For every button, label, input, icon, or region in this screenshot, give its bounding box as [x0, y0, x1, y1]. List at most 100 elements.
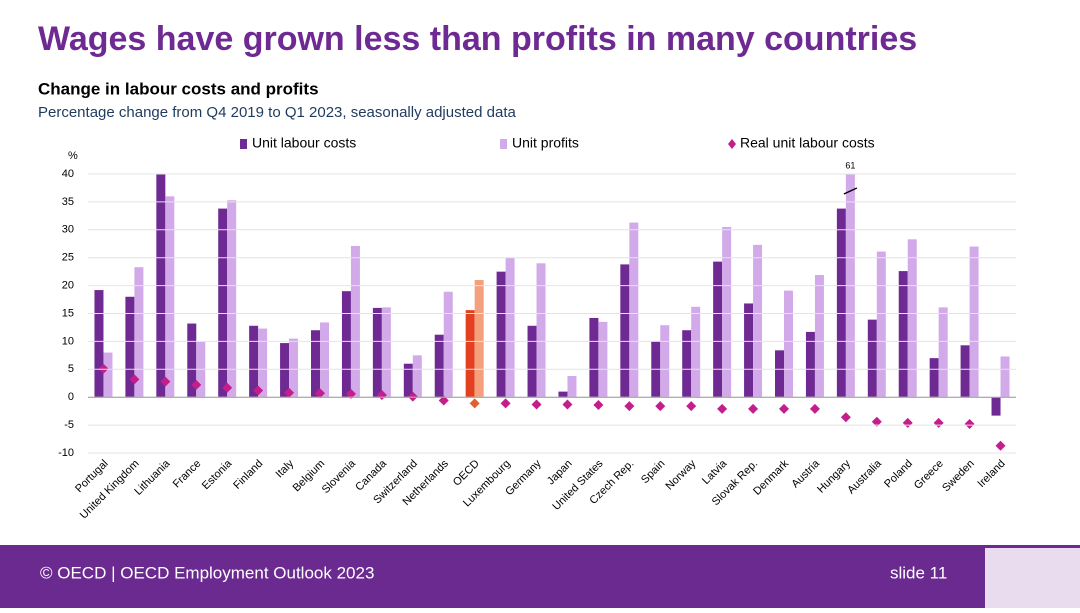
y-tick-label: 10: [62, 335, 74, 347]
bar: [218, 208, 228, 398]
bar: [775, 350, 784, 398]
bar: [372, 307, 382, 398]
x-tick-label: Poland: [882, 458, 915, 491]
diamond: [840, 412, 851, 423]
bar: [929, 358, 939, 398]
diamond: [593, 400, 604, 411]
diamond: [871, 416, 882, 427]
diamond: [933, 417, 944, 428]
diamond: [407, 391, 418, 402]
bar: [103, 352, 113, 398]
bar: [620, 264, 630, 398]
x-tick-label: France: [171, 458, 204, 491]
diamond: [748, 403, 759, 414]
y-tick-label: 40: [62, 168, 74, 180]
bar: [94, 290, 104, 398]
bar: [320, 322, 329, 398]
bar: [187, 323, 197, 398]
diamond: [284, 387, 295, 398]
x-tick-label: Japan: [545, 458, 575, 488]
bar: [784, 290, 793, 398]
bar: [536, 263, 546, 398]
bar: [814, 274, 824, 398]
x-tick-label: Latvia: [700, 457, 730, 487]
diamond: [438, 395, 449, 406]
x-tick-label: Slovenia: [320, 457, 359, 496]
bar: [991, 397, 1001, 416]
bar: [134, 267, 144, 398]
y-tick-label: -10: [58, 447, 74, 459]
bar: [753, 244, 763, 398]
x-tick-label: Estonia: [200, 457, 235, 492]
y-tick-label: 0: [68, 391, 74, 403]
diamond: [995, 440, 1006, 451]
bar: [691, 306, 701, 398]
plot-area: [94, 174, 1010, 451]
y-tick-label: 35: [62, 196, 74, 208]
bar: [938, 307, 948, 398]
y-axis-label: %: [68, 150, 78, 162]
diamond: [686, 401, 697, 412]
bar: [280, 343, 290, 398]
bar: [505, 257, 515, 398]
bar: [867, 319, 877, 398]
footer-band: [0, 545, 1080, 608]
y-tick-label: 30: [62, 224, 74, 236]
bar: [125, 296, 135, 398]
legend-swatch: [728, 139, 736, 149]
diamond: [500, 398, 511, 409]
bar: [589, 317, 599, 398]
bar: [876, 251, 886, 398]
bar: [350, 245, 360, 398]
bar: [381, 307, 391, 398]
bar: [744, 303, 754, 398]
x-tick-label: Finland: [231, 458, 265, 492]
y-tick-label: 15: [62, 307, 74, 319]
diamond: [253, 385, 264, 396]
bar: [805, 331, 815, 398]
bar: [249, 325, 259, 398]
bar: [311, 330, 320, 398]
bar: [558, 391, 568, 398]
bar: [443, 291, 453, 398]
diamond: [562, 399, 573, 410]
bar: [165, 196, 175, 398]
bar: [907, 239, 917, 398]
y-tick-label: -5: [64, 419, 74, 431]
bar: [722, 227, 732, 398]
legend-label: Unit labour costs: [252, 135, 356, 151]
bar: [1000, 356, 1010, 398]
bar: [227, 200, 237, 398]
diamond: [469, 398, 480, 409]
bar: [660, 325, 670, 398]
diamond: [964, 418, 975, 429]
diamond: [160, 376, 171, 387]
bar: [969, 246, 979, 398]
bar: [465, 310, 475, 398]
bar: [898, 271, 908, 398]
footer-image: [985, 548, 1080, 608]
bar: [960, 345, 970, 398]
bar: [258, 328, 268, 398]
diamond: [222, 382, 233, 393]
x-tick-label: Ireland: [975, 458, 1007, 490]
bar: [527, 325, 537, 398]
legend-label: Real unit labour costs: [740, 135, 875, 151]
legend-swatch: [500, 139, 507, 149]
bar: [434, 334, 444, 398]
bar: [496, 271, 506, 398]
diamond: [902, 417, 913, 428]
axis-break: [843, 187, 858, 195]
chart-subtitle: Percentage change from Q4 2019 to Q1 202…: [38, 104, 516, 121]
diamond: [624, 401, 635, 412]
diamond: [655, 401, 666, 412]
bar: [836, 208, 846, 398]
bar: [567, 375, 577, 398]
x-tick-label: Italy: [273, 457, 296, 480]
diamond: [129, 374, 140, 385]
bar: [629, 222, 639, 398]
diamond: [531, 399, 542, 410]
value-label: 61: [845, 160, 855, 170]
bar: [474, 280, 484, 398]
